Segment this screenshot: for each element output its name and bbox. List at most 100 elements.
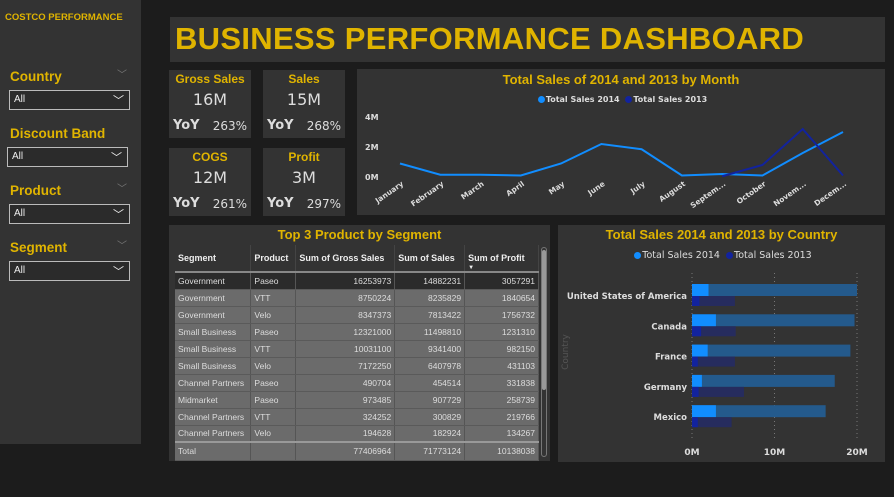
table-cell: 134267 <box>464 425 539 443</box>
table-cell: Channel Partners <box>175 408 252 426</box>
product-dropdown[interactable]: All ﹀ <box>9 204 130 224</box>
table-cell: 7172250 <box>295 357 396 375</box>
chevron-down-icon: ﹀ <box>113 266 124 278</box>
series-line-2013 <box>721 127 844 178</box>
kpi-value: 3M <box>292 168 316 187</box>
table-row[interactable]: Government Velo 8347373 7813422 1756732 <box>175 306 539 324</box>
table-scrollbar[interactable] <box>541 247 547 457</box>
y-tick-label: 4M <box>365 113 379 122</box>
table-cell: 9341400 <box>394 340 466 358</box>
table-row[interactable]: Small Business Paseo 12321000 11498810 12313… <box>175 323 539 341</box>
table-row[interactable]: Small Business Velo 7172250 6407978 431103 <box>175 357 539 375</box>
column-header-profit[interactable]: Sum of Profit ▼ <box>464 245 539 273</box>
table-cell: 907729 <box>394 391 466 409</box>
table-row[interactable]: Channel Partners VTT 324252 300829 219766 <box>175 408 539 426</box>
chevron-down-icon[interactable]: ﹀ <box>117 241 127 252</box>
bar-2014 <box>692 344 851 357</box>
legend-dot-icon <box>634 252 642 259</box>
table-cell: 8750224 <box>295 289 396 307</box>
bar-highlight-2013 <box>692 417 698 428</box>
x-tick-label: July <box>628 179 647 196</box>
table-cell: Velo <box>250 425 297 443</box>
bar-2013 <box>692 296 735 306</box>
legend-label[interactable]: Total Sales 2014 <box>642 250 720 261</box>
country-dropdown[interactable]: All ﹀ <box>9 90 130 110</box>
legend-label[interactable]: Total Sales 2013 <box>734 250 812 261</box>
bar-highlight-2013 <box>692 356 698 367</box>
x-tick-label: March <box>459 179 485 201</box>
table-row[interactable]: Government Paseo 16253973 14882231 3057291 <box>175 272 539 290</box>
kpi-yoy-label: YoY <box>173 118 200 133</box>
legend-dot-icon <box>726 252 734 259</box>
x-tick-label: April <box>504 179 526 198</box>
chevron-down-icon[interactable]: ﹀ <box>117 184 127 195</box>
segment-dropdown[interactable]: All ﹀ <box>9 261 130 281</box>
table-cell: Paseo <box>250 391 297 409</box>
table-cell: 331838 <box>464 374 539 392</box>
chevron-down-icon: ﹀ <box>113 209 124 221</box>
table-cell: Paseo <box>250 374 297 392</box>
legend-dot-icon <box>537 96 545 103</box>
country-value: All <box>14 94 26 105</box>
table-row[interactable]: Channel Partners Velo 194628 182924 134267 <box>175 425 539 443</box>
table-cell: 300829 <box>394 408 466 426</box>
x-tick-label: January <box>373 179 405 205</box>
total-cell: 10138038 <box>464 441 539 461</box>
kpi-yoy-value: 268% <box>306 119 341 133</box>
line-chart-plot[interactable]: 0M 2M 4M January February March April May June Ju… <box>357 69 885 215</box>
column-header-label: Sum of Profit <box>468 253 525 263</box>
data-table: Segment Product Sum of Gross Sales Sum o… <box>175 245 539 461</box>
column-header-product[interactable]: Product <box>250 245 297 273</box>
bar-2013 <box>692 386 744 397</box>
legend-label[interactable]: Total Sales 2013 <box>633 95 708 104</box>
table-cell: 1756732 <box>464 306 539 324</box>
table-cell: 982150 <box>464 340 539 358</box>
x-tick-label: Novem... <box>772 179 808 208</box>
table-cell: 182924 <box>394 425 466 443</box>
table-cell: 7813422 <box>394 306 466 324</box>
y-tick-label: 2M <box>365 143 379 152</box>
page-title: BUSINESS PERFORMANCE DASHBOARD <box>175 21 805 56</box>
bar-highlight-2014 <box>692 405 716 418</box>
bar-2014 <box>692 284 857 296</box>
table-cell: 1840654 <box>464 289 539 307</box>
table-cell: 14882231 <box>394 272 466 290</box>
bar-highlight-2014 <box>692 344 708 357</box>
table-cell: Paseo <box>250 323 297 341</box>
table-row[interactable]: Small Business VTT 10031100 9341400 982150 <box>175 340 539 358</box>
chevron-down-icon[interactable]: ﹀ <box>117 70 127 81</box>
title-banner: BUSINESS PERFORMANCE DASHBOARD <box>170 17 885 62</box>
kpi-label: Sales <box>288 72 320 86</box>
table-cell: Channel Partners <box>175 425 252 443</box>
legend-label[interactable]: Total Sales 2014 <box>545 95 620 104</box>
table-cell: 6407978 <box>394 357 466 375</box>
table-cell: 12321000 <box>295 323 396 341</box>
discount-band-dropdown[interactable]: All ﹀ <box>7 147 128 167</box>
table-cell: VTT <box>250 340 297 358</box>
bar-chart-plot[interactable]: 0M 10M 20M United States of America Canada Fr… <box>558 225 885 462</box>
kpi-value: 15M <box>286 90 322 109</box>
bar-highlight-2013 <box>692 326 702 337</box>
chart-title: Total Sales of 2014 and 2013 by Month <box>502 72 740 87</box>
table-cell: 431103 <box>464 357 539 375</box>
table-cell: VTT <box>250 408 297 426</box>
table-cell: 454514 <box>394 374 466 392</box>
table-cell: 10031100 <box>295 340 396 358</box>
table-row[interactable]: Channel Partners Paseo 490704 454514 331838 <box>175 374 539 392</box>
table-title: Top 3 Product by Segment <box>277 227 442 242</box>
bar-highlight-2014 <box>692 314 716 327</box>
x-tick-label: May <box>547 179 566 196</box>
table-row[interactable]: Midmarket Paseo 973485 907729 258739 <box>175 391 539 409</box>
scrollbar-thumb[interactable] <box>542 250 546 390</box>
table-cell: 258739 <box>464 391 539 409</box>
bar-2014 <box>692 374 835 387</box>
country-slicer-title: Country <box>10 69 62 84</box>
y-tick-label: United States of America <box>567 292 687 302</box>
table-row[interactable]: Government VTT 8750224 8235829 1840654 <box>175 289 539 307</box>
column-header-segment[interactable]: Segment <box>175 245 252 273</box>
brand-title: COSTCO PERFORMANCE <box>5 12 123 23</box>
bar-2013 <box>692 356 735 367</box>
column-header-sales[interactable]: Sum of Sales <box>394 245 466 273</box>
bar-2013 <box>692 326 736 337</box>
column-header-gross-sales[interactable]: Sum of Gross Sales <box>295 245 396 273</box>
